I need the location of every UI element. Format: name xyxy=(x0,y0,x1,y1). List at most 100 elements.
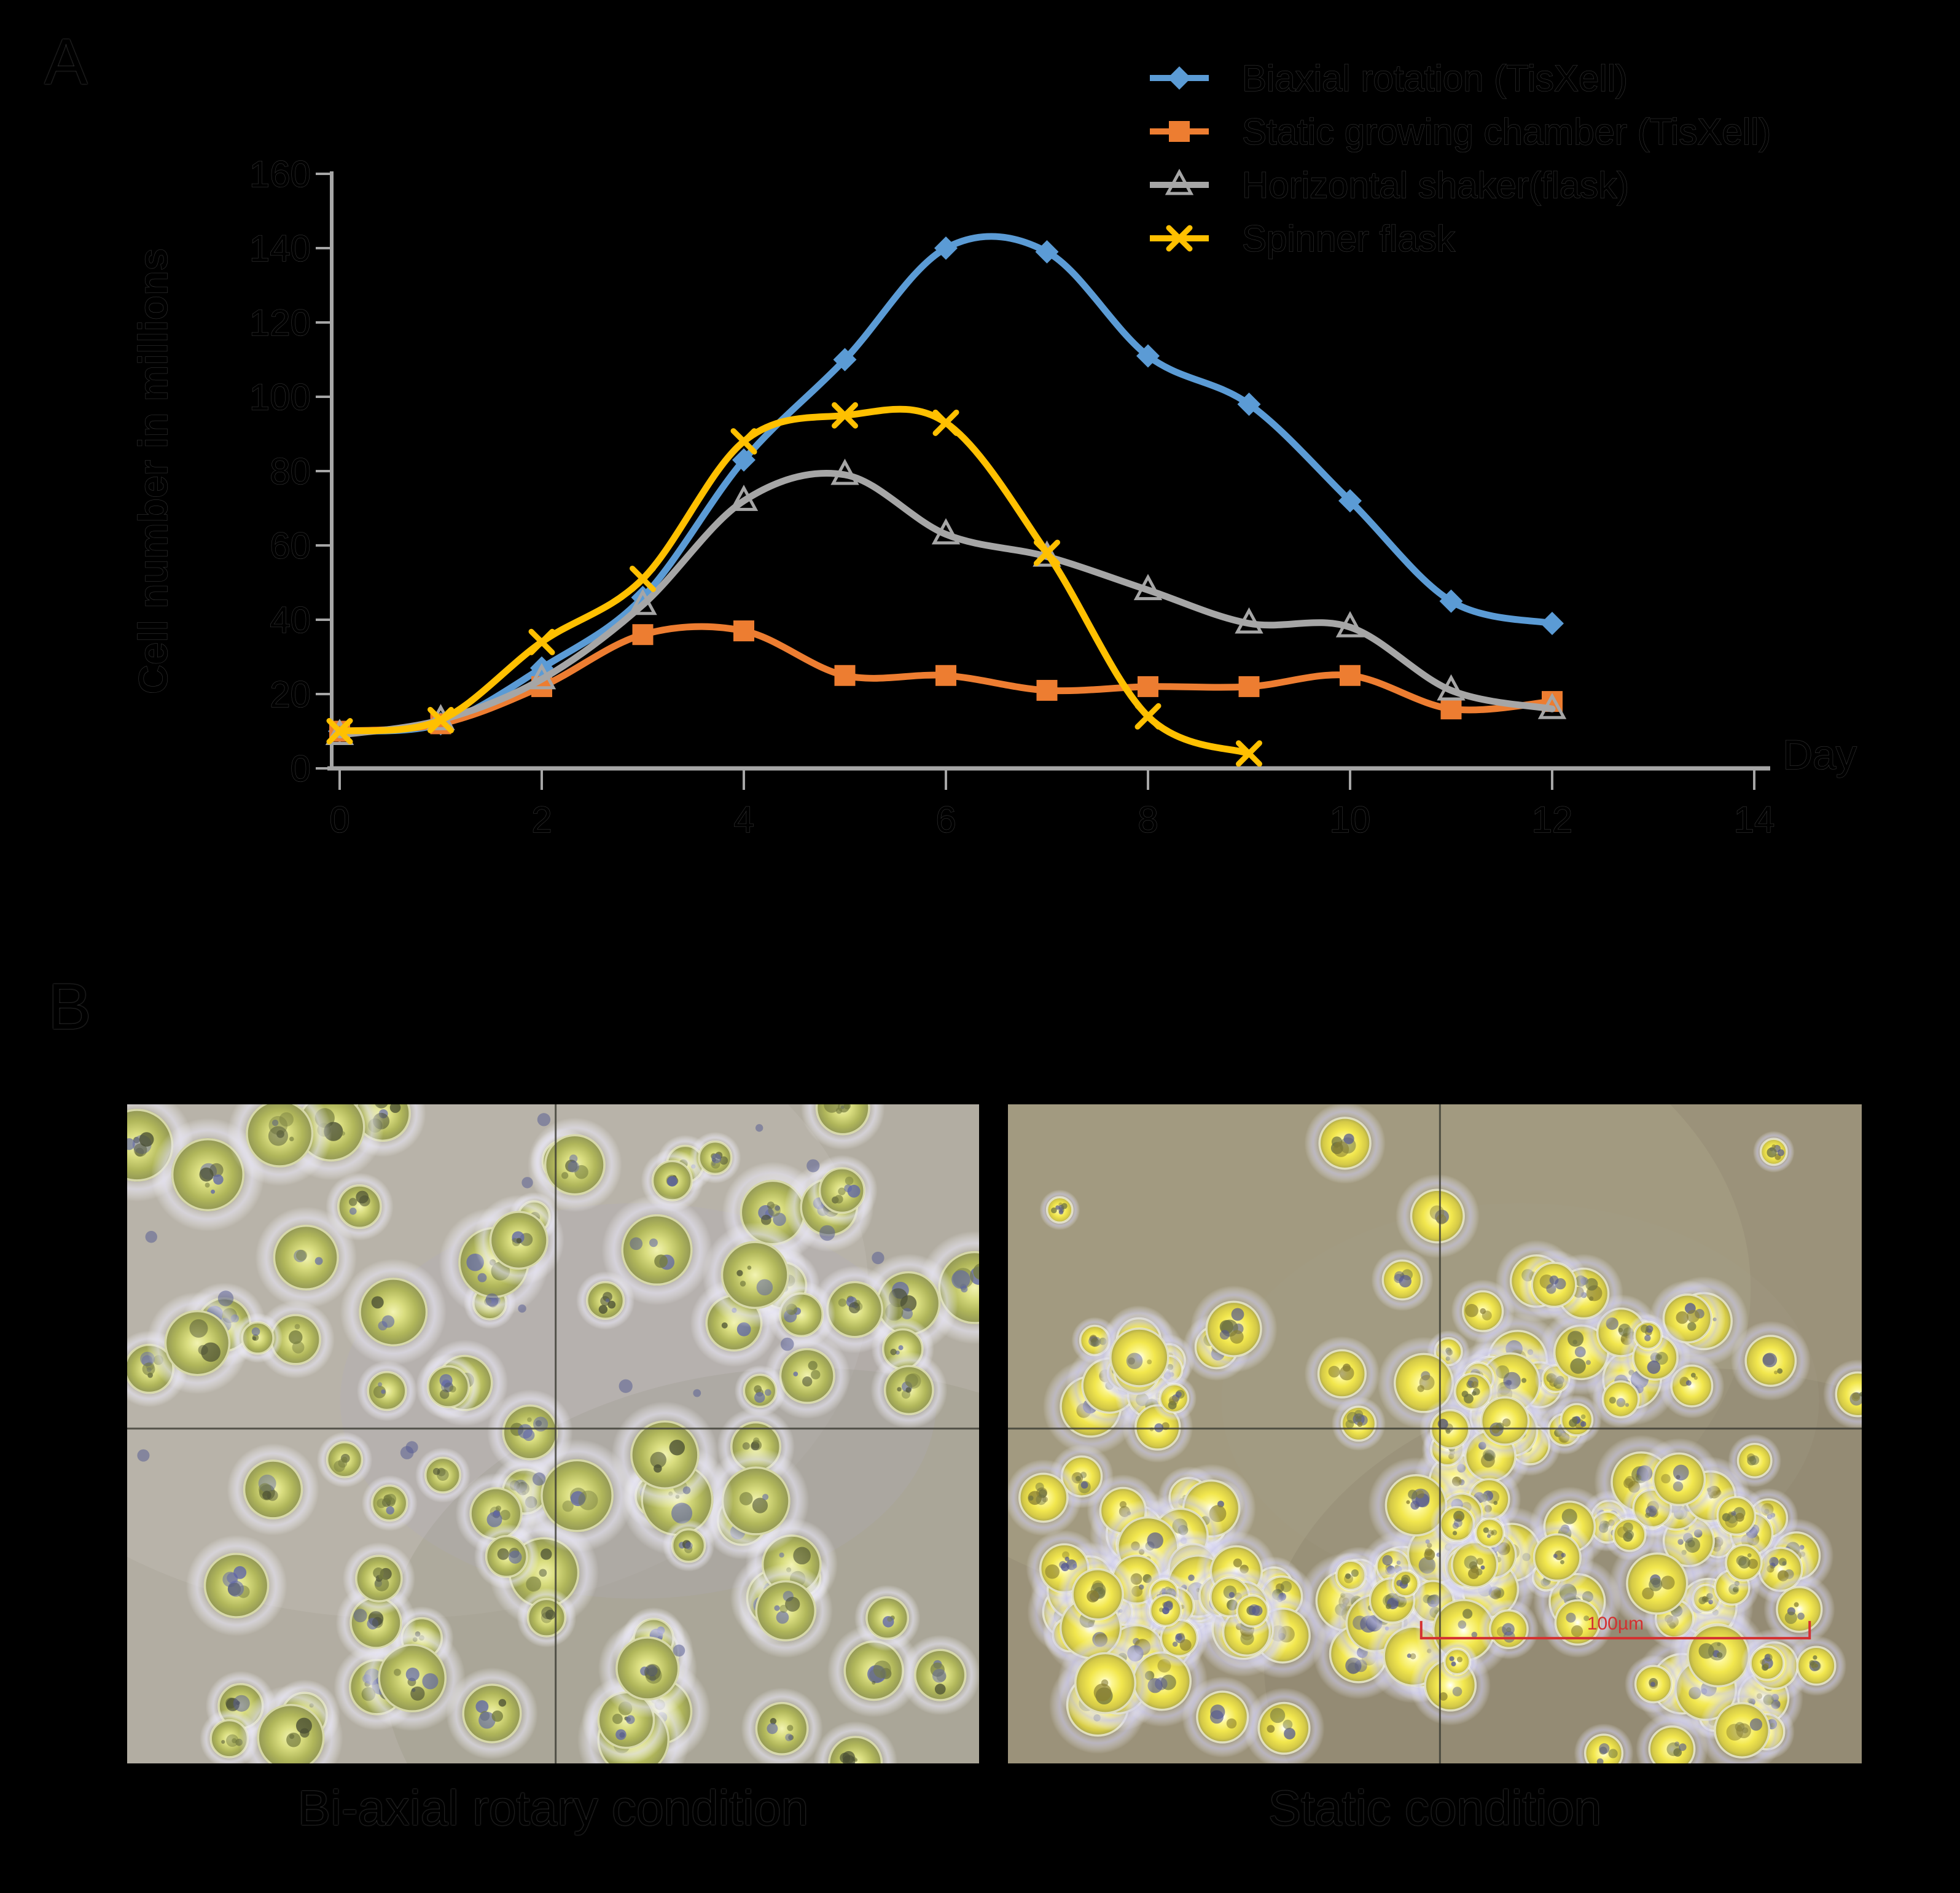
cell-granule xyxy=(386,1506,394,1515)
cell-granule xyxy=(1476,1558,1484,1565)
cell-granule xyxy=(1233,1558,1243,1567)
series-marker-2 xyxy=(1440,698,1462,720)
cell-granule xyxy=(1731,1510,1736,1516)
cell-granule xyxy=(1172,1641,1178,1647)
cell-granule xyxy=(711,1153,722,1163)
series-marker-1 xyxy=(1237,392,1261,416)
cell-granule xyxy=(1679,1743,1687,1751)
cell-granule xyxy=(1061,1203,1068,1209)
cell-granule xyxy=(1687,1322,1696,1331)
cell-granule xyxy=(793,1547,811,1565)
cell-granule xyxy=(767,1723,778,1735)
x-tick-label: 8 xyxy=(1138,799,1158,840)
debris xyxy=(819,1225,835,1241)
cell-granule xyxy=(211,1189,216,1194)
series-marker-1 xyxy=(934,236,958,260)
cell-granule xyxy=(1561,1553,1566,1558)
cell-granule xyxy=(1490,1531,1494,1535)
series-marker-4 xyxy=(730,428,757,455)
x-tick-label: 6 xyxy=(935,799,956,840)
series-marker-1 xyxy=(1035,240,1059,264)
cell-granule xyxy=(1406,1500,1410,1504)
cell-granule xyxy=(1147,1359,1152,1365)
cell-granule xyxy=(811,1370,821,1380)
cell-granule xyxy=(1345,1419,1354,1429)
cell-granule xyxy=(491,1710,503,1722)
cell-granule xyxy=(736,1270,743,1276)
cell-granule xyxy=(201,1342,221,1362)
cell-granule xyxy=(342,1456,348,1462)
cell-granule xyxy=(1028,1495,1034,1501)
cell-granule xyxy=(719,1156,728,1165)
cell-granule xyxy=(754,1392,765,1403)
cell-granule xyxy=(951,1270,970,1289)
cell-granule xyxy=(1851,1392,1860,1402)
cell-granule xyxy=(1101,1679,1109,1687)
debris xyxy=(137,1449,150,1462)
y-tick-label: 140 xyxy=(249,228,311,269)
series-marker-4 xyxy=(428,706,454,733)
cell-granule xyxy=(932,1668,947,1683)
cell-granule xyxy=(1596,1758,1604,1763)
cell-granule xyxy=(439,1389,450,1399)
cell-granule xyxy=(1644,1335,1651,1341)
cell-granule xyxy=(1749,1455,1760,1466)
cell-granule xyxy=(1472,1391,1477,1396)
cell-granule xyxy=(1727,1512,1738,1524)
cell-body xyxy=(1555,1599,1601,1645)
x-tick-label: 14 xyxy=(1734,799,1775,840)
cell-granule xyxy=(1283,1719,1293,1730)
cell-granule xyxy=(1647,1360,1661,1374)
debris xyxy=(872,1251,884,1265)
cell-granule xyxy=(1284,1728,1296,1739)
cell-granule xyxy=(288,1330,303,1345)
cell-granule xyxy=(372,1617,383,1628)
cell-granule xyxy=(1549,1275,1559,1285)
debris xyxy=(532,1472,546,1486)
cell-granule xyxy=(1429,1205,1445,1220)
debris xyxy=(521,1177,533,1188)
series-line-4 xyxy=(336,405,1252,757)
cell-granule xyxy=(1128,1357,1135,1365)
cell-granule xyxy=(252,1336,257,1341)
cell-granule xyxy=(199,1167,214,1182)
cell-granule xyxy=(1690,1373,1696,1378)
cell-granule xyxy=(133,1143,147,1157)
cell-granule xyxy=(1452,1531,1458,1536)
cell-granule xyxy=(1554,1550,1564,1560)
cell-granule xyxy=(834,1195,843,1204)
cell-granule xyxy=(1175,1391,1182,1398)
cell-granule xyxy=(381,1389,386,1394)
cell-granule xyxy=(1566,1612,1576,1623)
cell-granule xyxy=(378,1382,383,1387)
x-tick-label: 2 xyxy=(531,799,552,840)
cell-granule xyxy=(1736,1723,1751,1739)
cell-granule xyxy=(897,1387,902,1392)
series-marker-3 xyxy=(1033,540,1061,567)
cell-granule xyxy=(1546,1284,1556,1294)
debris xyxy=(145,1231,157,1243)
cell-granule xyxy=(348,1198,357,1206)
cell-granule xyxy=(808,1360,818,1370)
cell-granule xyxy=(286,1732,301,1747)
cell-granule xyxy=(785,1733,793,1741)
cell-granule xyxy=(1580,1414,1586,1419)
cell-granule xyxy=(1749,1718,1763,1731)
cell-granule xyxy=(1685,1380,1692,1386)
cell-granule xyxy=(842,1751,855,1763)
cell-granule xyxy=(405,1668,420,1682)
cell-granule xyxy=(654,1254,668,1268)
cell-granule xyxy=(1382,1555,1393,1566)
cell-granule xyxy=(1419,1375,1435,1391)
cell-granule xyxy=(1401,1577,1409,1585)
cell-granule xyxy=(359,1195,370,1207)
cell-granule xyxy=(279,1112,294,1127)
series-marker-3 xyxy=(1335,611,1365,638)
cell-granule xyxy=(1064,1556,1069,1561)
cell-granule xyxy=(872,1680,876,1685)
cell-granule xyxy=(644,1664,661,1680)
cell-granule xyxy=(742,1442,750,1450)
cell-granule xyxy=(605,1298,610,1303)
cell-granule xyxy=(760,1214,771,1225)
cell-granule xyxy=(1175,1633,1182,1640)
